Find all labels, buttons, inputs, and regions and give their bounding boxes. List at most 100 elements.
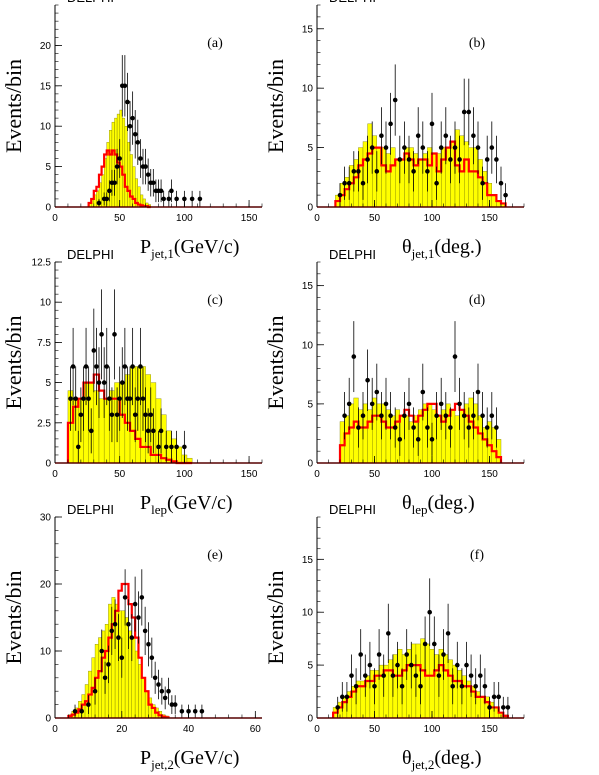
data-point — [395, 662, 400, 668]
panel-a: 0 5 10 15 20 0 50 100 150 Events/bin (a) DELPHI Pjet… — [1, 0, 263, 261]
data-point — [158, 188, 164, 194]
x-tick-label: 150 — [481, 213, 498, 224]
x-axis-label-unit: (deg.) — [427, 492, 474, 514]
panel-label: (c) — [207, 293, 223, 308]
data-point — [360, 413, 366, 419]
x-axis-label: θjet,1(deg.) — [402, 236, 482, 261]
data-point — [335, 705, 341, 710]
x-axis-label-unit: (GeV/c) — [167, 492, 233, 514]
mc-bar — [418, 159, 424, 208]
data-point — [104, 364, 110, 369]
data-point — [130, 364, 135, 369]
data-point — [436, 673, 442, 678]
data-point — [466, 425, 472, 430]
data-point — [441, 652, 446, 657]
data-point — [342, 180, 347, 186]
x-tick-label: 100 — [176, 469, 193, 480]
data-point — [397, 157, 403, 162]
mc-bar — [367, 123, 373, 208]
data-point — [420, 145, 426, 150]
data-point — [135, 140, 141, 145]
data-point — [471, 413, 476, 419]
data-point — [349, 673, 354, 678]
panel-b: 051015050100150Events/bin(b)DELPHIθjet,1… — [263, 0, 525, 261]
data-point — [452, 145, 458, 150]
data-point — [146, 642, 151, 647]
y-tick-label: 20 — [40, 41, 52, 52]
x-tick-label: 0 — [52, 469, 58, 480]
data-point — [475, 145, 481, 150]
data-point — [174, 196, 179, 202]
data-point — [109, 412, 115, 418]
data-point — [172, 702, 178, 707]
data-point — [422, 641, 428, 647]
data-point — [143, 164, 148, 169]
data-point — [415, 133, 421, 139]
data-point — [145, 428, 151, 434]
delphi-label: DELPHI — [67, 502, 114, 517]
data-point — [159, 688, 165, 694]
data-point — [360, 180, 366, 186]
data-point — [445, 631, 451, 636]
data-point — [162, 695, 168, 701]
data-point — [92, 688, 98, 694]
data-point — [404, 652, 410, 657]
y-axis-label: Events/bin — [1, 315, 26, 409]
y-axis-label: Events/bin — [263, 570, 288, 664]
delphi-label: DELPHI — [67, 0, 114, 5]
data-point — [192, 709, 198, 714]
mc-bar — [376, 403, 382, 464]
data-point — [88, 428, 94, 434]
x-tick-label: 50 — [114, 469, 126, 480]
mc-bar — [385, 153, 391, 208]
x-axis-label: Pjet,2(GeV/c) — [140, 747, 239, 772]
y-tick-label: 15 — [40, 81, 52, 92]
y-tick-label: 5 — [307, 399, 313, 410]
data-point — [158, 428, 164, 434]
data-point — [119, 655, 125, 660]
data-point — [498, 180, 504, 186]
data-point — [434, 180, 439, 186]
y-tick-label: 10 — [40, 122, 52, 133]
data-point — [475, 389, 481, 395]
y-tick-label: 5 — [45, 378, 51, 389]
mc-bar — [395, 159, 401, 208]
data-point — [482, 683, 488, 689]
mc-bar — [447, 659, 453, 719]
mc-bar — [397, 649, 403, 719]
data-point — [429, 437, 435, 442]
data-point — [448, 157, 453, 162]
y-tick-label: 10 — [302, 84, 314, 95]
mc-bar — [411, 643, 417, 719]
data-point — [145, 172, 151, 177]
data-point — [340, 694, 345, 700]
data-point — [464, 662, 469, 668]
data-point — [197, 196, 203, 202]
data-point — [166, 688, 171, 694]
data-point — [434, 413, 439, 419]
data-point — [390, 673, 396, 678]
mc-bar — [131, 637, 136, 719]
data-point — [438, 145, 444, 150]
y-tick-label: 0 — [307, 714, 313, 725]
mc-bar — [388, 659, 394, 719]
data-point — [169, 188, 174, 194]
data-point — [112, 180, 117, 186]
y-tick-label: 10 — [302, 340, 314, 351]
data-point — [151, 180, 156, 186]
data-point — [138, 364, 143, 369]
data-point — [450, 683, 456, 689]
data-point — [461, 109, 467, 115]
data-point — [132, 131, 138, 137]
data-point — [392, 425, 398, 430]
y-axis-label: Events/bin — [1, 570, 26, 664]
data-point — [379, 133, 384, 139]
data-point — [179, 709, 185, 714]
x-tick-label: 20 — [116, 724, 128, 735]
data-point — [101, 380, 107, 385]
data-point — [148, 412, 154, 418]
data-point — [135, 396, 141, 401]
data-point — [457, 401, 462, 407]
x-axis-label-main: θ — [402, 492, 412, 514]
data-point — [411, 425, 416, 430]
